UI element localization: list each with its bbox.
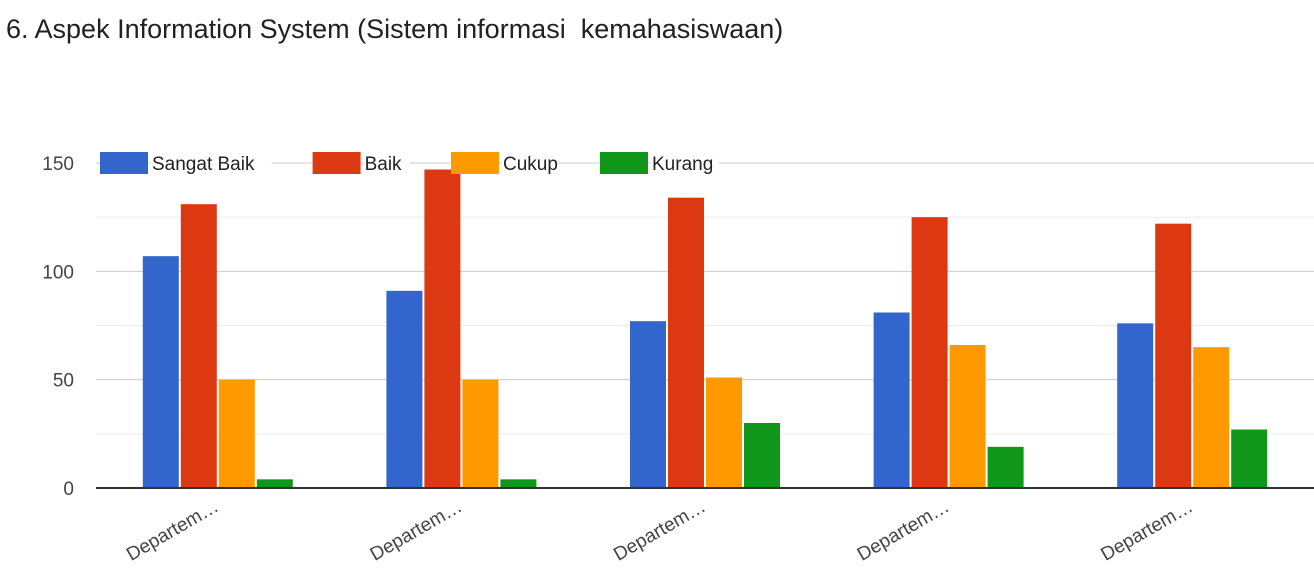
- legend-swatch: [600, 152, 648, 174]
- y-tick-label: 150: [42, 154, 74, 175]
- legend-label-bg: [502, 150, 559, 176]
- bar: [630, 321, 666, 488]
- x-tick-label: Departem…: [367, 496, 466, 565]
- legend: Sangat Baik Baik Cukup Kurang: [100, 150, 719, 176]
- x-tick-label: Departem…: [854, 496, 953, 565]
- bars: [142, 169, 1268, 488]
- gridlines: [96, 162, 1314, 435]
- y-tick-label: 100: [42, 262, 74, 283]
- bar: [668, 197, 704, 488]
- bar: [1117, 323, 1154, 488]
- bar: [142, 256, 179, 488]
- x-tick-label: Departem…: [610, 496, 709, 565]
- bar: [424, 169, 461, 488]
- legend-label-bg: [363, 150, 410, 176]
- bar: [180, 204, 217, 488]
- legend-swatch: [312, 152, 361, 174]
- legend-label-bg: [151, 150, 272, 176]
- bar: [873, 312, 910, 488]
- y-tick-label: 0: [63, 479, 74, 500]
- legend-swatch: [451, 152, 499, 174]
- chart-title: 6. Aspek Information System (Sistem info…: [6, 14, 784, 44]
- bar: [987, 446, 1024, 488]
- y-tick-label: 50: [53, 371, 74, 392]
- bar: [256, 479, 293, 488]
- legend-label: Sangat Baik: [152, 154, 255, 175]
- legend-label-bg: [651, 150, 719, 176]
- bar: [1155, 223, 1192, 488]
- bar: [949, 345, 986, 488]
- bar: [1231, 429, 1268, 488]
- bar: [218, 379, 255, 488]
- legend-label: Kurang: [652, 154, 713, 175]
- bar: [911, 217, 948, 488]
- x-tick-label: Departem…: [123, 496, 222, 565]
- bar: [744, 423, 780, 488]
- legend-label: Baik: [365, 154, 402, 175]
- bar: [1193, 347, 1230, 488]
- bar: [386, 290, 423, 488]
- legend-label: Cukup: [503, 154, 558, 175]
- x-tick-label: Departem…: [1098, 496, 1197, 565]
- bar: [462, 379, 499, 488]
- bar: [500, 479, 537, 488]
- bar: [706, 377, 742, 488]
- legend-swatch: [100, 152, 148, 174]
